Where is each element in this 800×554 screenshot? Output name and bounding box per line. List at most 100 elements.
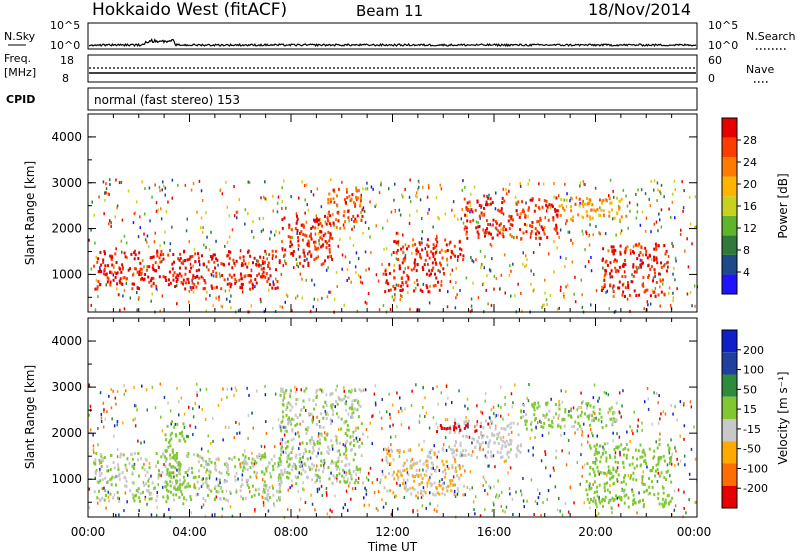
- region-cell-3: [441, 492, 444, 496]
- scatter-cell: [331, 510, 333, 514]
- scatter-cell: [260, 196, 262, 200]
- scatter-cell: [231, 514, 234, 518]
- scatter-cell: [204, 514, 207, 518]
- scatter-cell: [495, 277, 498, 280]
- region-cell-5: [459, 428, 462, 432]
- scatter-cell: [672, 412, 674, 416]
- scatter-cell: [239, 462, 241, 466]
- region-cell-0: [112, 461, 115, 464]
- region-cell-7: [623, 501, 626, 505]
- scatter-cell: [659, 272, 662, 276]
- x-axis-label: Time UT: [367, 540, 418, 554]
- region-cell-0: [118, 279, 121, 283]
- scatter-cell: [235, 210, 238, 214]
- region-cell-3: [430, 473, 433, 476]
- region-cell-3: [430, 272, 432, 276]
- region-cell-0: [161, 471, 164, 475]
- region-cell-2: [318, 476, 321, 480]
- region-cell-0: [220, 287, 223, 291]
- region-cell-5: [536, 229, 539, 233]
- region-cell-2: [344, 432, 347, 435]
- region-cell-4: [501, 455, 504, 459]
- region-cell-6: [582, 216, 585, 220]
- scatter-cell: [267, 288, 270, 292]
- scatter-cell: [269, 237, 271, 241]
- region-cell-0: [149, 492, 152, 496]
- region-cell-7: [639, 263, 642, 267]
- region-cell-2: [299, 465, 302, 468]
- scatter-cell: [380, 181, 382, 185]
- region-cell-2: [325, 417, 328, 420]
- scatter-cell: [590, 303, 592, 307]
- region-cell-7: [668, 501, 671, 505]
- region-cell-0: [188, 484, 191, 488]
- region-cell-2: [311, 418, 314, 422]
- scatter-cell: [526, 223, 528, 227]
- region-cell-6: [580, 410, 583, 414]
- scatter-cell: [349, 260, 351, 264]
- scatter-cell: [606, 473, 608, 477]
- region-cell-6: [522, 415, 525, 419]
- scatter-cell: [401, 409, 403, 413]
- scatter-cell: [400, 406, 402, 410]
- scatter-cell: [201, 230, 204, 234]
- region-cell-7: [657, 462, 660, 466]
- region-cell-6: [591, 203, 594, 207]
- scatter-cell: [527, 214, 529, 218]
- scatter-cell: [157, 208, 159, 212]
- region-cell-1: [300, 230, 303, 234]
- region-cell-2: [307, 476, 310, 480]
- scatter-cell: [162, 452, 164, 456]
- region-cell-0: [194, 252, 197, 256]
- scatter-cell: [251, 230, 253, 234]
- region-cell-5: [537, 219, 540, 223]
- region-cell-7: [644, 288, 647, 292]
- scatter-cell: [356, 309, 359, 313]
- scatter-cell: [485, 480, 487, 484]
- scatter-cell: [198, 405, 200, 409]
- scatter-cell: [235, 388, 238, 392]
- scatter-cell: [659, 304, 661, 308]
- region-cell-7: [612, 474, 615, 478]
- scatter-cell: [637, 418, 639, 422]
- scatter-cell: [336, 384, 338, 388]
- scatter-cell: [440, 391, 442, 395]
- scatter-cell: [677, 488, 680, 492]
- region-cell-0: [215, 285, 218, 289]
- region-cell-0: [267, 499, 270, 503]
- region-cell-3: [462, 493, 465, 497]
- scatter-cell: [137, 439, 139, 443]
- region-cell-4: [393, 240, 396, 244]
- region-cell-1: [308, 250, 311, 254]
- region-cell-4: [396, 240, 399, 244]
- region-cell-2: [354, 217, 357, 221]
- region-cell-2: [289, 457, 292, 461]
- scatter-cell: [311, 502, 314, 506]
- region-cell-3: [386, 489, 389, 493]
- scatter-cell: [252, 220, 254, 224]
- scatter-cell: [325, 268, 328, 272]
- region-cell-7: [659, 457, 662, 461]
- scatter-cell: [582, 400, 584, 403]
- region-cell-3: [415, 269, 418, 273]
- scatter-cell: [608, 307, 610, 311]
- region-cell-1: [314, 240, 317, 244]
- region-cell-4: [434, 245, 437, 249]
- scatter-cell: [221, 192, 224, 196]
- region-cell-0: [109, 254, 112, 258]
- region-cell-2: [289, 394, 292, 398]
- region-cell-7: [653, 455, 656, 459]
- scatter-cell: [457, 217, 459, 221]
- scatter-cell: [573, 292, 575, 296]
- region-cell-3: [420, 489, 423, 493]
- scatter-cell: [514, 195, 517, 199]
- region-cell-5: [454, 421, 457, 425]
- region-cell-2: [352, 411, 355, 415]
- scatter-cell: [436, 509, 438, 513]
- scatter-cell: [104, 417, 107, 421]
- region-cell-3: [456, 474, 458, 478]
- scatter-cell: [421, 241, 423, 245]
- scatter-cell: [260, 229, 263, 233]
- region-cell-0: [190, 466, 193, 470]
- scatter-cell: [159, 382, 162, 386]
